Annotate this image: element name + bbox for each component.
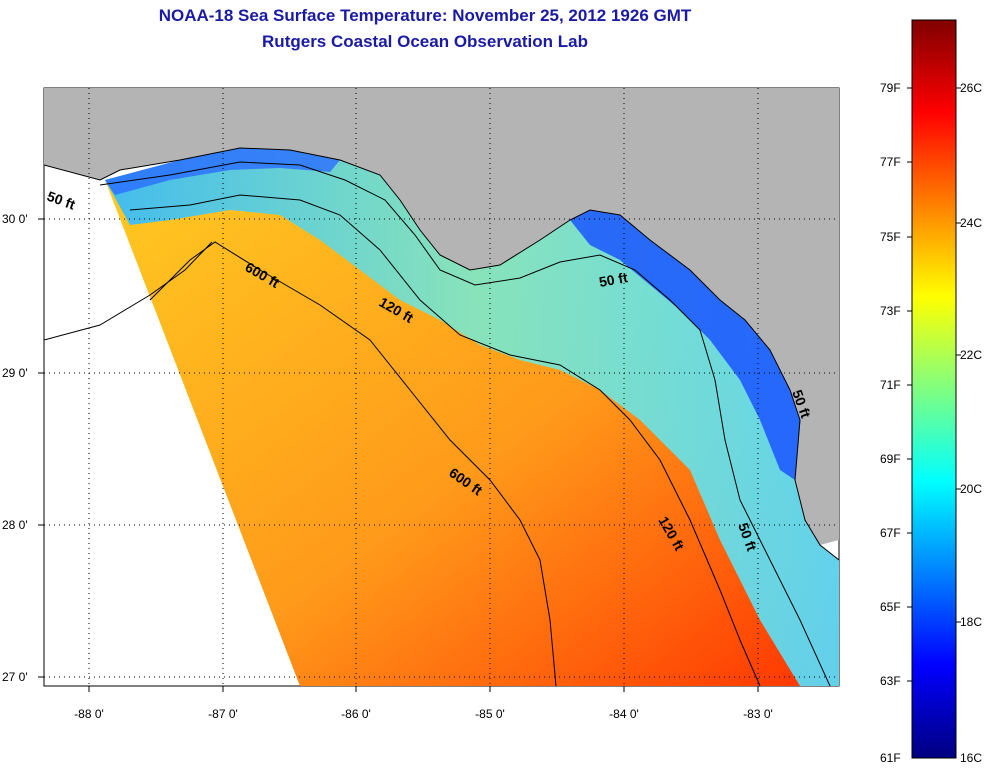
lon-label: -88 0' [74, 707, 104, 721]
colorbar-f-label: 67F [880, 526, 901, 540]
lon-label: -86 0' [341, 707, 371, 721]
lon-label: -84 0' [609, 707, 639, 721]
colorbar-f-label: 63F [880, 674, 901, 688]
contour-600ft [149, 241, 557, 686]
colorbar-c-label: 26C [960, 81, 982, 95]
coastline [44, 147, 839, 561]
colorbar-f-label: 69F [880, 452, 901, 466]
colorbar-f-label: 71F [880, 378, 901, 392]
map-title: NOAA-18 Sea Surface Temperature: Novembe… [158, 6, 692, 25]
lon-label: -85 0' [475, 707, 505, 721]
colorbar [911, 19, 957, 759]
colorbar-c-label: 16C [960, 751, 982, 765]
colorbar-f-label: 73F [880, 304, 901, 318]
colorbar-c-label: 24C [960, 216, 982, 230]
colorbar-c-label: 18C [960, 615, 982, 629]
sst-panhandle-strip [105, 148, 340, 195]
contour-label-50ft-bigbend: 50 ft [598, 269, 629, 290]
lon-label: -83 0' [743, 707, 773, 721]
lat-label: 28 0' [2, 518, 28, 532]
lat-label: 29 0' [2, 366, 28, 380]
colorbar-f-label: 75F [880, 230, 901, 244]
colorbar-f-label: 61F [880, 751, 901, 765]
colorbar-c-label: 22C [960, 348, 982, 362]
lat-label: 30 0' [2, 212, 28, 226]
colorbar-f-label: 65F [880, 600, 901, 614]
contour-120ft [129, 194, 761, 686]
colorbar-f-label: 79F [880, 81, 901, 95]
land-area [44, 88, 839, 545]
map-subtitle: Rutgers Coastal Ocean Observation Lab [262, 32, 588, 51]
lon-label: -87 0' [208, 707, 238, 721]
sst-nearshore-strip [570, 210, 800, 480]
colorbar-ticks [907, 87, 961, 682]
west-shelf-line [44, 241, 213, 341]
axis-ticks [38, 218, 759, 692]
colorbar-f-label: 77F [880, 155, 901, 169]
lat-label: 27 0' [2, 670, 28, 684]
contour-50ft [99, 161, 831, 686]
colorbar-c-label: 20C [960, 482, 982, 496]
